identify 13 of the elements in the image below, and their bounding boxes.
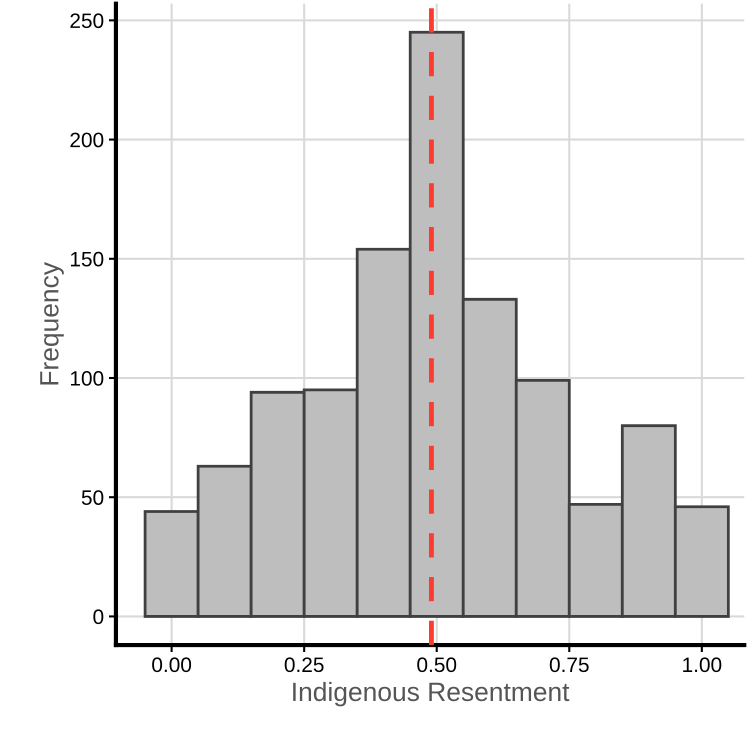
y-tick-label: 0 <box>93 609 104 624</box>
x-tick-label: 0.75 <box>550 657 589 672</box>
y-tick-label: 250 <box>70 13 104 28</box>
y-tick-label: 100 <box>70 371 104 386</box>
x-axis-title: Indigenous Resentment <box>293 682 570 706</box>
y-axis-title: Frequency <box>40 262 64 385</box>
x-tick-label: 0.25 <box>284 657 324 672</box>
y-tick-label: 200 <box>70 132 104 148</box>
y-tick-label: 150 <box>70 252 104 267</box>
x-tick-label: 1.00 <box>683 657 722 672</box>
x-tick-label: 0.50 <box>417 657 456 672</box>
x-tick-label: 0.00 <box>152 657 192 672</box>
y-tick-label: 50 <box>82 490 104 505</box>
